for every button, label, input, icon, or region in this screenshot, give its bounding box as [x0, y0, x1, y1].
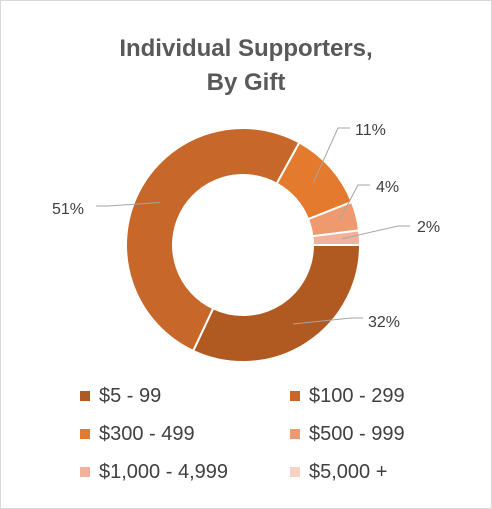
- legend-swatch-3: [290, 429, 300, 439]
- legend-item-1: $100 - 299: [290, 378, 405, 414]
- leader-line-0: [293, 317, 363, 325]
- data-label-3: 4%: [376, 179, 399, 196]
- leader-line-3: [338, 184, 370, 221]
- legend-label-0: $5 - 99: [99, 384, 162, 407]
- chart-title-line-2: By Gift: [206, 69, 286, 96]
- legend-swatch-4: [80, 467, 90, 477]
- legend-label-3: $500 - 999: [309, 422, 405, 445]
- legend-label-4: $1,000 - 4,999: [99, 460, 228, 483]
- leader-line-1: [96, 202, 160, 207]
- legend-label-2: $300 - 499: [99, 422, 195, 445]
- legend-item-4: $1,000 - 4,999: [80, 454, 228, 490]
- legend-item-0: $5 - 99: [80, 378, 161, 414]
- legend-swatch-2: [80, 429, 90, 439]
- legend-item-2: $300 - 499: [80, 416, 195, 452]
- legend-swatch-5: [290, 467, 300, 477]
- data-label-0: 32%: [368, 314, 400, 331]
- chart-title-line-1: Individual Supporters,: [119, 35, 373, 62]
- legend-item-5: $5,000 +: [290, 454, 387, 490]
- chart-title: Individual Supporters, By Gift: [0, 32, 492, 100]
- donut-slice-1: [125, 127, 301, 353]
- data-label-4: 2%: [417, 219, 440, 236]
- data-label-1: 51%: [52, 201, 84, 218]
- leader-line-4: [342, 225, 410, 240]
- legend-label-1: $100 - 299: [309, 384, 405, 407]
- data-label-2: 11%: [355, 122, 386, 139]
- donut-slice-0: [191, 244, 362, 363]
- legend-swatch-0: [80, 391, 90, 401]
- leader-line-2: [312, 127, 350, 184]
- legend-item-3: $500 - 999: [290, 416, 405, 452]
- legend-swatch-1: [290, 391, 300, 401]
- legend-label-5: $5,000 +: [309, 460, 388, 483]
- legend: $5 - 99 $100 - 299 $300 - 499 $500 - 999…: [0, 378, 492, 498]
